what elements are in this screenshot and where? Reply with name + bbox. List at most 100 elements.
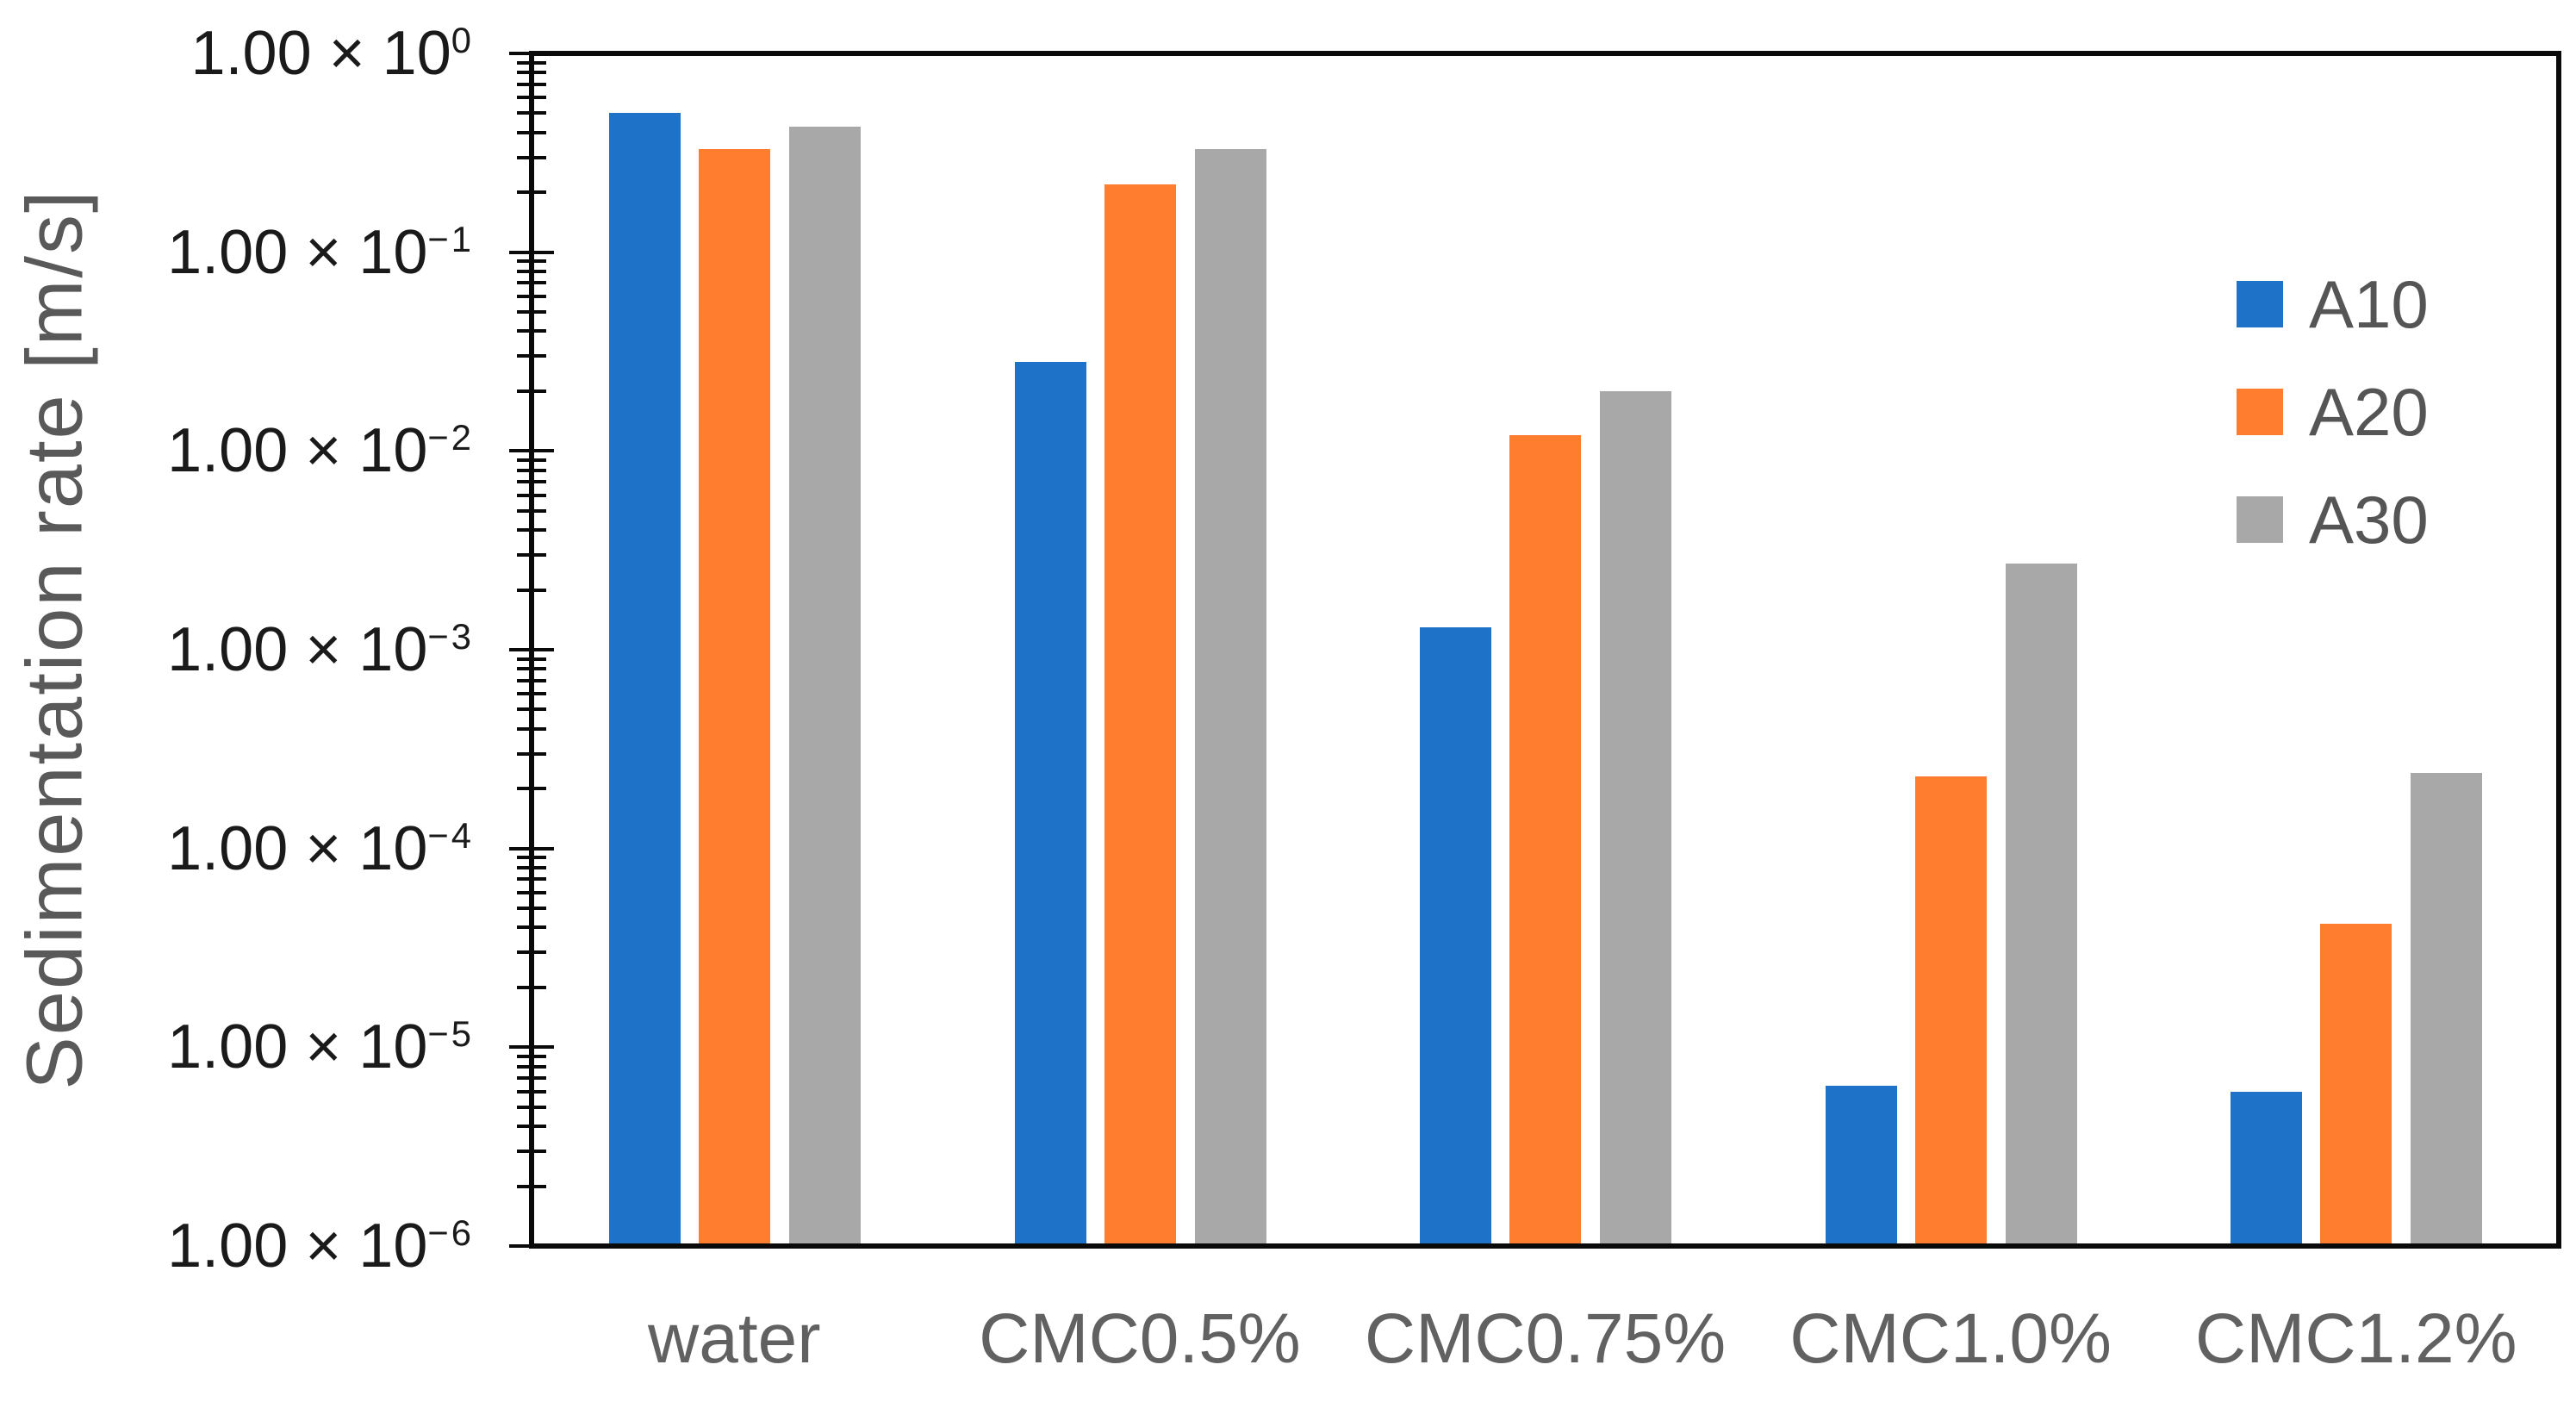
y-tick-label: 1.00 × 10−5 [78,1006,474,1088]
bar-CMC1.2%-A10 [2231,1091,2303,1246]
x-category-label: water [648,1299,821,1378]
y-minor-tick [517,281,546,285]
y-minor-tick [517,985,546,989]
bar-water-A20 [699,149,770,1246]
legend-swatch [2237,280,2283,327]
y-tick-label: 1.00 × 10−2 [78,409,474,492]
y-major-tick [509,1244,554,1248]
y-major-tick [509,250,554,254]
y-minor-tick [517,111,546,115]
legend-item: A10 [2237,250,2429,358]
legend-label: A30 [2309,481,2429,558]
y-tick-mantissa: 1.00 × 10 [167,217,428,287]
y-minor-tick [517,155,546,159]
legend-item: A20 [2237,358,2429,465]
y-major-tick [509,648,554,651]
bar-CMC1.0%-A30 [2005,564,2077,1246]
y-minor-tick [517,82,546,86]
legend-swatch [2237,495,2283,543]
y-tick-label: 1.00 × 10−6 [78,1205,474,1287]
y-minor-tick [517,389,546,393]
y-minor-tick [517,480,546,484]
bar-CMC0.75%-A30 [1600,390,1672,1246]
y-minor-tick [517,925,546,930]
y-tick-mantissa: 1.00 × 10 [167,813,428,883]
y-minor-tick [517,130,546,134]
bar-CMC1.2%-A20 [2320,923,2392,1246]
y-minor-tick [517,856,546,860]
x-category-label: CMC1.0% [1789,1299,2112,1378]
bar-CMC1.2%-A30 [2411,772,2483,1246]
y-tick-exponent: −4 [427,814,474,856]
y-minor-tick [517,657,546,661]
y-minor-tick [517,270,546,274]
y-minor-tick [517,1105,546,1109]
x-category-label: CMC1.2% [2194,1299,2517,1378]
y-minor-tick [517,458,546,462]
y-minor-tick [517,96,546,100]
y-tick-exponent: −2 [427,417,474,458]
y-minor-tick [517,310,546,315]
y-minor-tick [517,354,546,358]
legend-swatch [2237,388,2283,435]
y-minor-tick [517,493,546,497]
y-minor-tick [517,294,546,298]
y-minor-tick [517,1125,546,1129]
y-minor-tick [517,508,546,513]
y-tick-label: 1.00 × 10−3 [78,608,474,691]
bar-water-A30 [789,126,861,1246]
y-minor-tick [517,707,546,712]
y-minor-tick [517,1149,546,1153]
x-category-label: CMC0.5% [979,1299,1301,1378]
bar-CMC0.75%-A20 [1509,435,1582,1246]
y-tick-exponent: −3 [427,616,474,657]
y-minor-tick [517,329,546,333]
y-tick-mantissa: 1.00 × 10 [167,1013,428,1082]
y-minor-tick [517,1076,546,1081]
y-minor-tick [517,190,546,195]
bar-CMC0.5%-A20 [1104,184,1176,1246]
bar-water-A10 [609,113,681,1246]
legend-item: A30 [2237,465,2429,573]
y-major-tick [509,1045,554,1050]
y-minor-tick [517,866,546,870]
y-tick-mantissa: 1.00 × 10 [167,416,428,486]
y-tick-exponent: 0 [451,20,474,60]
y-minor-tick [517,71,546,75]
y-tick-exponent: −1 [427,218,474,259]
y-minor-tick [517,890,546,894]
bar-CMC0.5%-A10 [1014,362,1086,1246]
y-minor-tick [517,667,546,671]
y-minor-tick [517,950,546,955]
y-minor-tick [517,907,546,911]
y-tick-label: 1.00 × 10−1 [78,211,474,294]
y-minor-tick [517,1054,546,1058]
y-minor-tick [517,678,546,682]
y-major-tick [509,52,554,55]
y-minor-tick [517,1064,546,1069]
y-tick-exponent: −5 [427,1013,474,1055]
x-category-label: CMC0.75% [1364,1299,1727,1378]
y-minor-tick [517,468,546,472]
y-minor-tick [517,60,546,65]
legend-label: A10 [2309,265,2429,342]
bar-CMC0.5%-A30 [1194,149,1266,1246]
bar-CMC0.75%-A10 [1420,626,1492,1246]
y-major-tick [509,846,554,851]
y-minor-tick [517,1089,546,1094]
y-minor-tick [517,1184,546,1188]
y-tick-label: 1.00 × 100 [78,12,474,95]
y-tick-label: 1.00 × 10−4 [78,807,474,890]
y-minor-tick [517,751,546,756]
y-minor-tick [517,528,546,533]
y-minor-tick [517,726,546,731]
y-minor-tick [517,588,546,592]
y-minor-tick [517,552,546,557]
y-minor-tick [517,692,546,696]
bar-CMC1.0%-A10 [1825,1086,1897,1246]
y-tick-exponent: −6 [427,1212,474,1253]
y-tick-mantissa: 1.00 × 10 [190,19,451,88]
legend: A10 A20 A30 [2237,250,2429,573]
bar-CMC1.0%-A20 [1914,776,1987,1246]
